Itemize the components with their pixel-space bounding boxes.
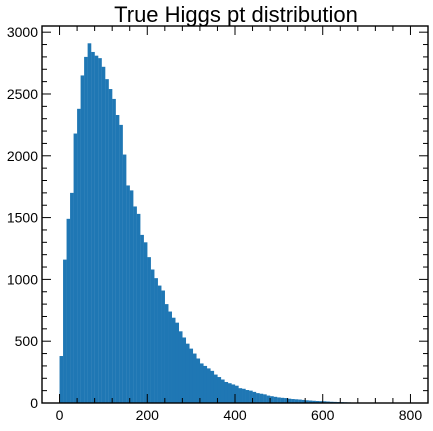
histogram-bar [147,257,151,403]
y-tick-label: 1000 [7,271,38,287]
histogram-bar [172,318,176,403]
histogram-bar [81,75,85,403]
histogram-bar [91,52,95,403]
histogram-bar [196,359,200,403]
histogram-bar [119,125,123,403]
histogram-bar [186,344,190,403]
histogram-bar [123,155,127,403]
histogram-bar [270,396,274,403]
histogram-bar [235,386,239,403]
histogram-bar [109,89,113,403]
y-tick-label: 2500 [7,86,38,102]
histogram-bar [98,58,102,403]
histogram-bar [263,394,267,403]
histogram-bar [260,394,264,403]
histogram-bar [116,115,120,403]
histogram-bar [217,377,221,403]
x-tick-label: 600 [311,407,335,423]
histogram-bar [207,368,211,403]
histogram-bar [158,286,162,403]
histogram-bar [189,349,193,403]
histogram-bar [246,390,250,403]
y-tick-label: 2000 [7,148,38,164]
chart-title: True Higgs pt distribution [114,2,358,27]
histogram-bar [151,270,155,403]
histogram-bar [102,67,106,403]
histogram-bar [95,56,99,403]
histogram-bar [210,371,214,403]
histogram-bar [154,278,158,403]
histogram-bar [84,57,88,403]
x-tick-label: 200 [136,407,160,423]
y-tick-label: 0 [30,395,38,411]
y-tick-label: 500 [15,333,39,349]
histogram-bar [133,206,137,403]
histogram-bar [112,99,116,403]
histogram-bar [228,383,232,403]
histogram-bar [77,109,81,403]
histogram-bar [140,235,144,403]
histogram-bar [182,337,186,403]
histogram-bar [88,43,92,403]
histogram-bar [193,354,197,403]
histogram-bar [179,331,183,403]
x-tick-label: 800 [399,407,423,423]
histogram-bar [274,397,278,403]
histogram-bar [165,304,169,403]
histogram-bar [224,382,228,403]
histogram-bar [105,79,109,403]
histogram-bar [221,380,225,403]
histogram-bar [200,363,204,403]
histogram-bar [63,260,67,403]
histogram-bar [253,392,257,403]
y-tick-label: 1500 [7,210,38,226]
histogram-bar [256,393,260,403]
histogram-bar [126,185,130,403]
histogram-bar [277,397,281,403]
histogram-bars [60,43,376,403]
histogram-bar [137,214,141,403]
histogram-bar [70,193,74,403]
histogram-bar [74,134,78,403]
histogram-bar [67,219,71,403]
histogram-bar [242,389,246,403]
histogram-bar [175,323,179,403]
histogram-bar [130,190,134,403]
histogram-bar [144,242,148,403]
histogram-bar [168,312,172,403]
histogram-bar [161,291,165,403]
histogram-bar [239,388,243,403]
histogram-bar [203,366,207,403]
histogram-bar [281,398,285,403]
x-tick-label: 0 [56,407,64,423]
x-tick-label: 400 [223,407,247,423]
y-tick-label: 3000 [7,24,38,40]
histogram-bar [60,356,64,403]
